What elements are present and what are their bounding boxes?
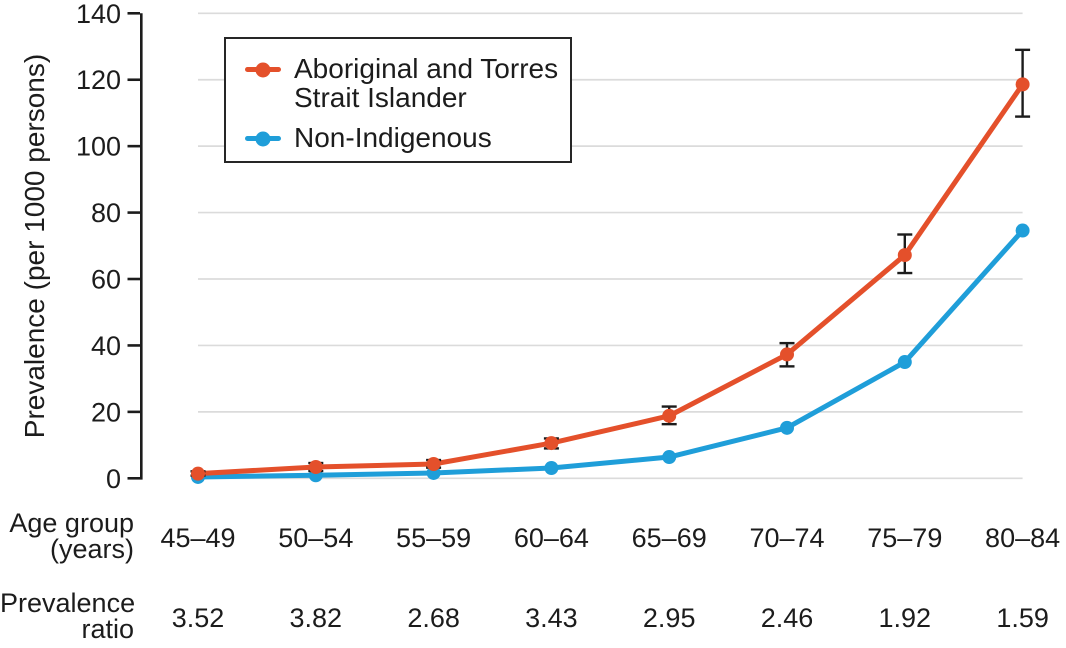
y-tick-label: 0 bbox=[106, 464, 121, 494]
y-tick-label: 40 bbox=[91, 331, 121, 361]
legend-label: Aboriginal and Torres Strait Islander bbox=[294, 53, 559, 113]
legend-label: Non-Indigenous bbox=[294, 122, 492, 153]
legend-entry-aboriginal: Aboriginal and Torres Strait Islander bbox=[245, 54, 570, 112]
y-tick-label: 140 bbox=[76, 0, 121, 29]
legend-line-marker-icon bbox=[245, 131, 281, 146]
prevalence-ratio-row-label: Prevalence ratio bbox=[0, 588, 136, 644]
age-group-label: 75–79 bbox=[867, 523, 943, 553]
prevalence-ratio-value: 2.95 bbox=[642, 603, 696, 633]
marker-aboriginal-torres-strait-islander bbox=[897, 248, 912, 263]
y-tick-label: 120 bbox=[76, 65, 121, 95]
y-tick-label: 100 bbox=[76, 132, 121, 162]
line-non-indigenous bbox=[197, 228, 1025, 480]
marker-aboriginal-torres-strait-islander bbox=[544, 436, 559, 451]
prevalence-ratio-value: 3.52 bbox=[171, 603, 225, 633]
y-axis: 0 20 40 60 80 100 120 140 bbox=[76, 0, 143, 494]
age-group-label: 60–64 bbox=[513, 523, 589, 553]
age-group-label: 70–74 bbox=[749, 523, 825, 553]
marker-aboriginal-torres-strait-islander bbox=[1015, 77, 1030, 92]
legend-dot-icon bbox=[255, 131, 271, 146]
marker-non-indigenous bbox=[897, 355, 912, 370]
marker-aboriginal-torres-strait-islander bbox=[662, 408, 677, 423]
age-group-label: 45–49 bbox=[160, 523, 236, 553]
marker-aboriginal-torres-strait-islander bbox=[426, 457, 441, 472]
prevalence-ratio-value: 1.92 bbox=[878, 603, 932, 633]
legend: Aboriginal and Torres Strait Islander No… bbox=[224, 37, 572, 163]
line-aboriginal-torres-strait-islander bbox=[197, 82, 1025, 477]
prevalence-ratio-value: 1.59 bbox=[996, 603, 1049, 633]
legend-line-marker-icon bbox=[245, 62, 281, 77]
prevalence-ratio-value: 3.43 bbox=[525, 603, 578, 633]
prevalence-ratio-value: 3.82 bbox=[289, 603, 343, 633]
prevalence-ratio-value: 2.68 bbox=[407, 603, 460, 633]
y-axis-title: Prevalence (per 1000 persons) bbox=[19, 53, 50, 439]
legend-entry-non-indigenous: Non-Indigenous bbox=[245, 123, 570, 152]
y-tick-label: 20 bbox=[91, 397, 121, 427]
age-group-label: 55–59 bbox=[396, 523, 472, 553]
age-group-label: 50–54 bbox=[278, 523, 354, 553]
y-tick-label: 60 bbox=[91, 265, 121, 295]
age-group-axis-label: Age group (years) bbox=[0, 508, 134, 564]
age-group-axis-label-line1: Age group bbox=[9, 508, 134, 538]
marker-aboriginal-torres-strait-islander bbox=[191, 466, 205, 481]
marker-non-indigenous bbox=[1015, 223, 1030, 238]
legend-dot-icon bbox=[255, 62, 271, 77]
age-group-label: 65–69 bbox=[631, 523, 707, 553]
marker-aboriginal-torres-strait-islander bbox=[308, 460, 323, 475]
marker-non-indigenous bbox=[662, 450, 677, 465]
marker-aboriginal-torres-strait-islander bbox=[780, 347, 794, 362]
marker-non-indigenous bbox=[544, 461, 559, 476]
age-group-axis-label-line2: (years) bbox=[49, 534, 134, 564]
prevalence-ratio-label-line1: Prevalence bbox=[0, 588, 136, 618]
marker-non-indigenous bbox=[780, 420, 794, 435]
prevalence-ratio-label-line2: ratio bbox=[81, 614, 134, 644]
y-tick-label: 80 bbox=[91, 198, 121, 228]
prevalence-ratio-value: 2.46 bbox=[760, 603, 814, 633]
age-group-label: 80–84 bbox=[985, 523, 1061, 553]
